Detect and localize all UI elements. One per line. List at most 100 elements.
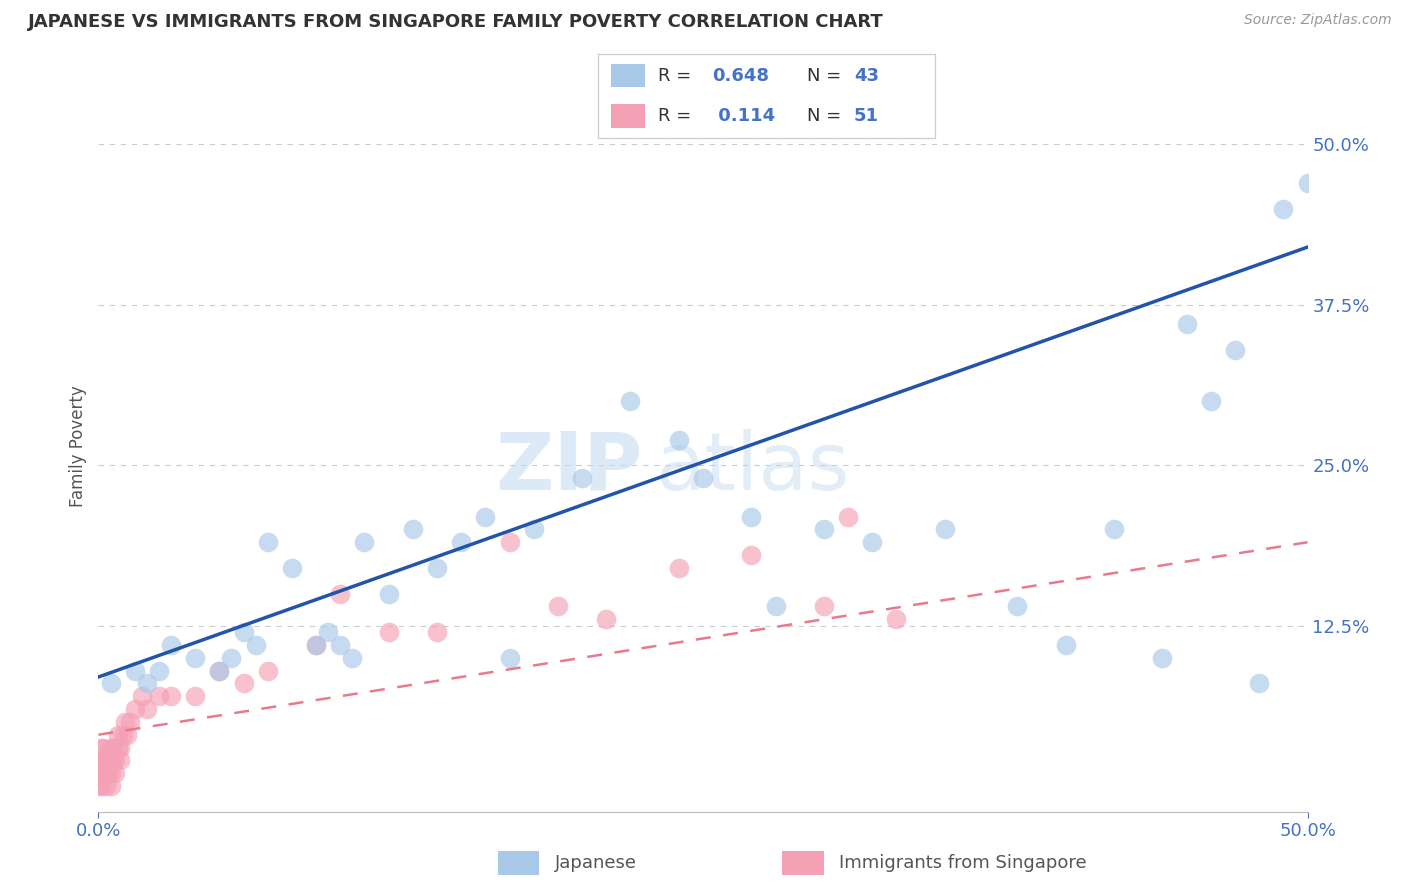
Point xyxy=(87,779,110,793)
Point xyxy=(547,599,569,614)
Text: atlas: atlas xyxy=(655,429,849,507)
Point xyxy=(813,523,835,537)
Point xyxy=(221,650,243,665)
FancyBboxPatch shape xyxy=(783,851,824,875)
Point xyxy=(91,740,114,755)
Point xyxy=(104,753,127,767)
FancyBboxPatch shape xyxy=(498,851,538,875)
Point xyxy=(100,740,122,755)
Point xyxy=(305,638,328,652)
Point xyxy=(148,690,170,704)
Point xyxy=(184,650,207,665)
Point xyxy=(329,638,352,652)
Point xyxy=(305,638,328,652)
Point xyxy=(377,625,399,640)
Point xyxy=(886,612,908,626)
Point xyxy=(100,766,122,780)
Point xyxy=(1152,650,1174,665)
Point xyxy=(1199,394,1222,409)
Point xyxy=(232,625,254,640)
Point xyxy=(97,766,120,780)
Text: ZIP: ZIP xyxy=(495,429,643,507)
Point xyxy=(1249,676,1271,690)
Point xyxy=(135,702,157,716)
Point xyxy=(402,523,425,537)
Text: 51: 51 xyxy=(853,107,879,125)
Point xyxy=(740,548,762,562)
Point xyxy=(837,509,859,524)
Point xyxy=(131,690,153,704)
Point xyxy=(108,753,131,767)
Point xyxy=(1296,176,1319,190)
Point xyxy=(90,753,112,767)
Point xyxy=(523,523,546,537)
Point xyxy=(474,509,496,524)
Text: 0.648: 0.648 xyxy=(713,67,769,85)
Point xyxy=(124,702,146,716)
Point xyxy=(813,599,835,614)
Text: 43: 43 xyxy=(853,67,879,85)
Point xyxy=(1223,343,1246,357)
Point xyxy=(281,561,304,575)
Point xyxy=(208,664,231,678)
Point xyxy=(342,650,364,665)
Point xyxy=(100,676,122,690)
Point xyxy=(498,650,520,665)
Point xyxy=(668,433,690,447)
Point xyxy=(97,753,120,767)
Point xyxy=(107,740,129,755)
FancyBboxPatch shape xyxy=(612,63,645,87)
Point xyxy=(100,779,122,793)
Point xyxy=(329,586,352,600)
Point xyxy=(148,664,170,678)
Point xyxy=(108,740,131,755)
Point xyxy=(94,779,117,793)
Text: Source: ZipAtlas.com: Source: ZipAtlas.com xyxy=(1244,13,1392,28)
Point xyxy=(498,535,520,549)
Point xyxy=(571,471,593,485)
Point xyxy=(692,471,714,485)
Point xyxy=(1102,523,1125,537)
Point xyxy=(426,625,449,640)
Point xyxy=(90,779,112,793)
Point xyxy=(91,766,114,780)
Point xyxy=(91,753,114,767)
Text: Immigrants from Singapore: Immigrants from Singapore xyxy=(839,854,1087,872)
Y-axis label: Family Poverty: Family Poverty xyxy=(69,385,87,507)
Point xyxy=(160,690,183,704)
Point xyxy=(87,766,110,780)
Point xyxy=(135,676,157,690)
Point xyxy=(114,714,136,729)
Text: N =: N = xyxy=(807,67,846,85)
Point xyxy=(101,740,124,755)
Text: R =: R = xyxy=(658,67,697,85)
Text: N =: N = xyxy=(807,107,846,125)
Text: JAPANESE VS IMMIGRANTS FROM SINGAPORE FAMILY POVERTY CORRELATION CHART: JAPANESE VS IMMIGRANTS FROM SINGAPORE FA… xyxy=(28,13,884,31)
Point xyxy=(450,535,472,549)
Point xyxy=(184,690,207,704)
Point xyxy=(94,753,117,767)
Point xyxy=(117,728,139,742)
Point xyxy=(94,766,117,780)
Point xyxy=(1272,202,1295,216)
Text: Japanese: Japanese xyxy=(554,854,637,872)
Point xyxy=(316,625,339,640)
Point xyxy=(1054,638,1077,652)
Point xyxy=(377,586,399,600)
Point xyxy=(1007,599,1029,614)
Text: 0.114: 0.114 xyxy=(713,107,775,125)
Point xyxy=(104,766,127,780)
Point xyxy=(860,535,883,549)
Point xyxy=(595,612,617,626)
Point xyxy=(426,561,449,575)
Point xyxy=(111,728,134,742)
FancyBboxPatch shape xyxy=(612,104,645,128)
Point xyxy=(765,599,787,614)
Point xyxy=(619,394,641,409)
Point xyxy=(208,664,231,678)
Point xyxy=(256,535,278,549)
Point xyxy=(124,664,146,678)
Point xyxy=(740,509,762,524)
Point xyxy=(90,766,112,780)
Point xyxy=(107,728,129,742)
